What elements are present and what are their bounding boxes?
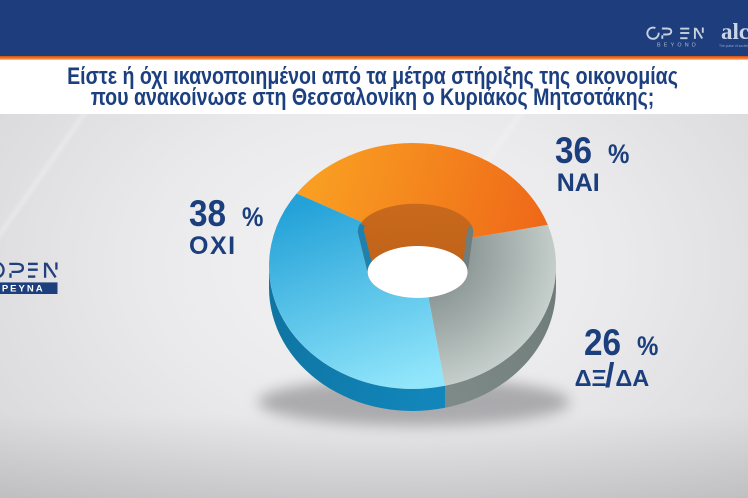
svg-text:ΕΡΕΥΝΑ: ΕΡΕΥΝΑ	[0, 284, 45, 295]
svg-text:The pulse of society: The pulse of society	[719, 44, 748, 48]
svg-text:alco: alco	[721, 19, 748, 44]
svg-text:BEYOND: BEYOND	[657, 43, 699, 49]
